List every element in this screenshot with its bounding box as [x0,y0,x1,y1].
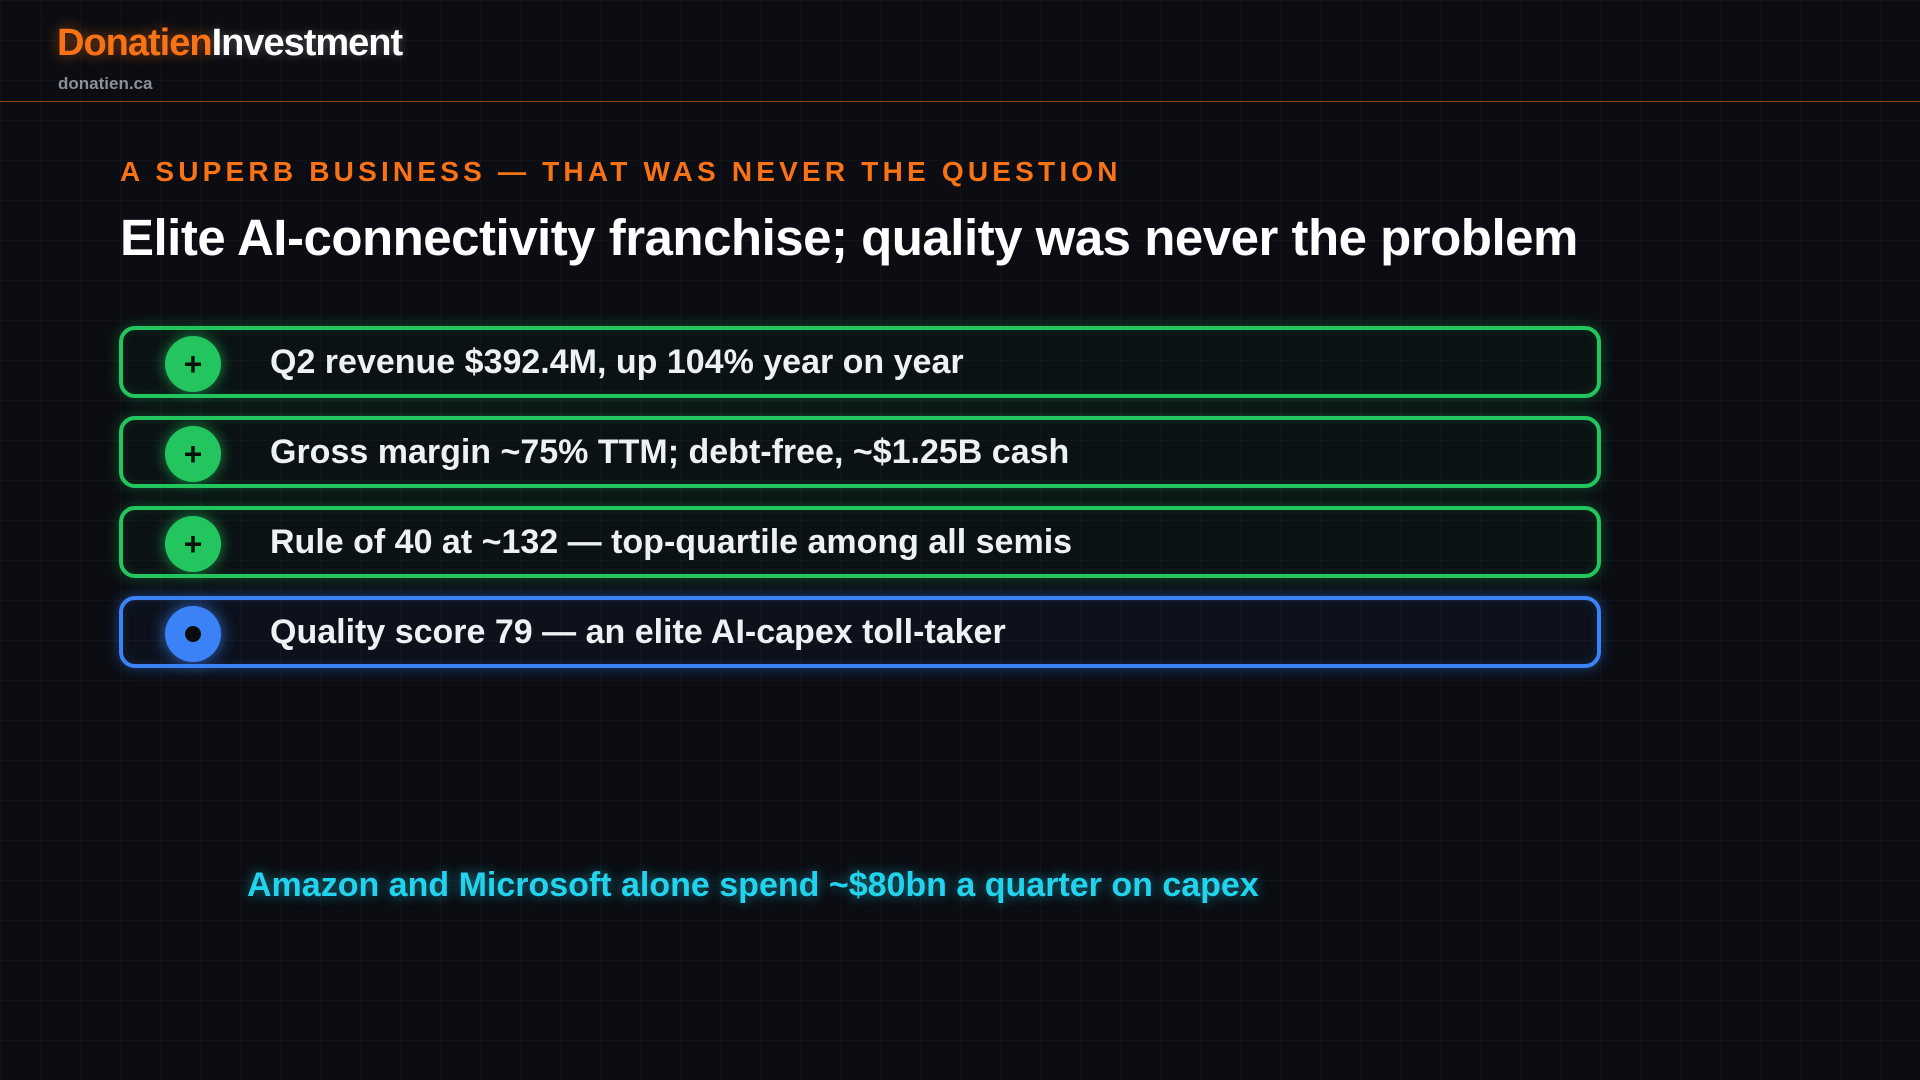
plus-icon: + [165,336,221,392]
list-item: + Gross margin ~75% TTM; debt-free, ~$1.… [119,416,1601,488]
dot-icon [165,606,221,662]
list-item: + Rule of 40 at ~132 — top-quartile amon… [119,506,1601,578]
list-item-text: Rule of 40 at ~132 — top-quartile among … [270,523,1073,561]
brand-url[interactable]: donatien.ca [58,74,153,93]
footnote: Amazon and Microsoft alone spend ~$80bn … [247,866,1259,904]
brand-logo[interactable]: DonatienInvestment [57,22,404,65]
plus-icon: + [165,516,221,572]
list-item-text: Quality score 79 — an elite AI-capex tol… [270,613,1006,651]
dot-icon-center [185,626,201,642]
brand-primary: Donatien [57,22,213,64]
list-item-highlight: Quality score 79 — an elite AI-capex tol… [119,596,1601,668]
list-item: + Q2 revenue $392.4M, up 104% year on ye… [119,326,1601,398]
list-item-text: Gross margin ~75% TTM; debt-free, ~$1.25… [270,433,1070,471]
header: DonatienInvestment donatien.ca [0,0,1920,102]
slide-title: Elite AI-connectivity franchise; quality… [120,209,1578,266]
plus-icon: + [165,426,221,482]
list-item-text: Q2 revenue $392.4M, up 104% year on year [270,343,964,381]
brand-secondary: Investment [211,22,404,64]
slide-eyebrow: A SUPERB BUSINESS — THAT WAS NEVER THE Q… [120,156,1122,187]
